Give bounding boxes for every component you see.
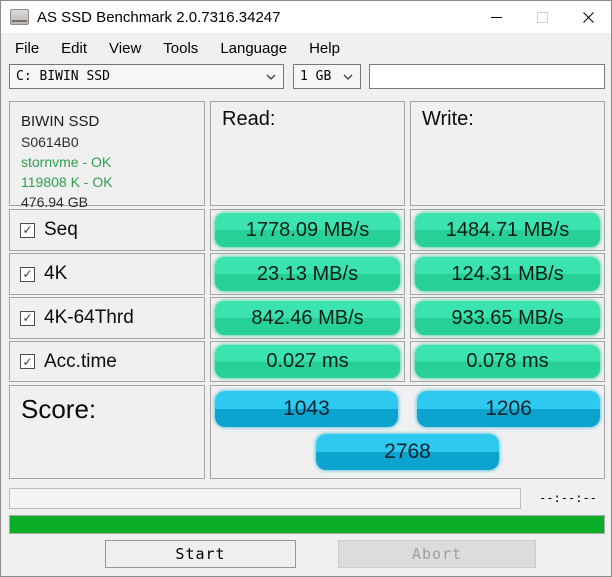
4k-label: 4K bbox=[44, 263, 68, 284]
4k64thrd-write-cell: 933.65 MB/s bbox=[410, 297, 605, 339]
test-progress-bar bbox=[9, 488, 521, 509]
4k-write-cell: 124.31 MB/s bbox=[410, 253, 605, 295]
score-label: Score: bbox=[9, 385, 205, 479]
4k-write-value: 124.31 MB/s bbox=[415, 257, 600, 291]
maximize-button bbox=[519, 1, 565, 33]
seq-label: Seq bbox=[44, 219, 78, 240]
score-panel: 1043 1206 2768 bbox=[210, 385, 605, 479]
chevron-down-icon bbox=[266, 74, 283, 80]
toolbar-text-field[interactable] bbox=[369, 64, 605, 89]
window-controls bbox=[473, 1, 611, 33]
drive-select-value: C: BIWIN SSD bbox=[16, 69, 110, 84]
menu-edit[interactable]: Edit bbox=[61, 39, 88, 57]
close-button[interactable] bbox=[565, 1, 611, 33]
4k64thrd-label: 4K-64Thrd bbox=[44, 307, 134, 328]
test-size-value: 1 GB bbox=[300, 69, 332, 84]
acctime-label: Acc.time bbox=[44, 350, 117, 372]
overall-progress-bar bbox=[9, 515, 605, 534]
seq-read-cell: 1778.09 MB/s bbox=[210, 209, 405, 251]
acctime-read-value: 0.027 ms bbox=[215, 345, 400, 378]
menu-file[interactable]: File bbox=[15, 39, 40, 57]
menu-help[interactable]: Help bbox=[309, 39, 340, 57]
minimize-button[interactable] bbox=[473, 1, 519, 33]
acctime-checkbox[interactable]: ✓ bbox=[20, 354, 35, 369]
alignment-status: 119808 K - OK bbox=[21, 174, 113, 190]
test-row-4k64thrd: ✓ 4K-64Thrd bbox=[9, 297, 205, 339]
window-title: AS SSD Benchmark 2.0.7316.34247 bbox=[37, 8, 281, 26]
write-column-header: Write: bbox=[410, 101, 605, 206]
acctime-write-value: 0.078 ms bbox=[415, 345, 600, 378]
acctime-read-cell: 0.027 ms bbox=[210, 341, 405, 382]
menu-tools[interactable]: Tools bbox=[163, 39, 199, 57]
drive-info-panel: BIWIN SSD S0614B0 stornvme - OK 119808 K… bbox=[9, 101, 205, 210]
title-bar: AS SSD Benchmark 2.0.7316.34247 bbox=[1, 1, 611, 33]
menu-bar: File Edit View Tools Language Help bbox=[1, 33, 611, 63]
4k-checkbox[interactable]: ✓ bbox=[20, 266, 35, 282]
check-icon: ✓ bbox=[22, 267, 33, 281]
4k64thrd-write-value: 933.65 MB/s bbox=[415, 301, 600, 335]
seq-read-value: 1778.09 MB/s bbox=[215, 213, 400, 247]
4k64thrd-read-cell: 842.46 MB/s bbox=[210, 297, 405, 339]
close-icon bbox=[582, 11, 594, 23]
4k64thrd-checkbox[interactable]: ✓ bbox=[20, 310, 35, 326]
ssd-drive-icon bbox=[10, 9, 29, 25]
test-size-dropdown[interactable]: 1 GB bbox=[293, 64, 361, 89]
drive-select-dropdown[interactable]: C: BIWIN SSD bbox=[9, 64, 284, 89]
abort-button: Abort bbox=[338, 540, 536, 568]
test-row-4k: ✓ 4K bbox=[9, 253, 205, 295]
seq-checkbox[interactable]: ✓ bbox=[20, 222, 35, 238]
minimize-icon bbox=[490, 16, 502, 18]
check-icon: ✓ bbox=[22, 354, 33, 369]
drive-firmware: S0614B0 bbox=[21, 134, 79, 150]
maximize-icon bbox=[536, 11, 548, 23]
4k64thrd-read-value: 842.46 MB/s bbox=[215, 301, 400, 335]
chevron-down-icon bbox=[343, 74, 360, 80]
menu-view[interactable]: View bbox=[109, 39, 142, 57]
seq-write-cell: 1484.71 MB/s bbox=[410, 209, 605, 251]
total-score-value: 2768 bbox=[316, 434, 499, 470]
check-icon: ✓ bbox=[22, 223, 33, 237]
write-score-value: 1206 bbox=[417, 391, 600, 427]
4k-read-value: 23.13 MB/s bbox=[215, 257, 400, 291]
test-row-seq: ✓ Seq bbox=[9, 209, 205, 251]
seq-write-value: 1484.71 MB/s bbox=[415, 213, 600, 247]
time-remaining: --:--:-- bbox=[539, 491, 597, 505]
menu-language[interactable]: Language bbox=[220, 39, 288, 57]
read-column-header: Read: bbox=[210, 101, 405, 206]
4k-read-cell: 23.13 MB/s bbox=[210, 253, 405, 295]
drive-capacity: 476.94 GB bbox=[21, 194, 88, 210]
start-button[interactable]: Start bbox=[105, 540, 296, 568]
driver-status: stornvme - OK bbox=[21, 154, 112, 170]
test-row-acctime: ✓ Acc.time bbox=[9, 341, 205, 382]
drive-name: BIWIN SSD bbox=[21, 113, 100, 130]
acctime-write-cell: 0.078 ms bbox=[410, 341, 605, 382]
check-icon: ✓ bbox=[22, 311, 33, 325]
read-score-value: 1043 bbox=[215, 391, 398, 427]
